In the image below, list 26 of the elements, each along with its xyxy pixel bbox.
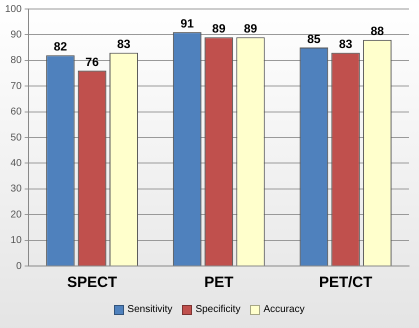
y-tick-label: 50 [10, 132, 22, 144]
data-label: 88 [370, 24, 384, 38]
data-label: 89 [212, 22, 226, 36]
data-label: 76 [85, 54, 100, 69]
data-label: 82 [54, 40, 68, 54]
data-label: 89 [244, 22, 258, 36]
data-label: 83 [117, 37, 131, 51]
data-label: 83 [338, 37, 353, 51]
legend-label: Accuracy [263, 304, 305, 315]
y-tick-label: 10 [10, 235, 22, 246]
y-tick-label: 100 [4, 4, 22, 15]
y-tick-label: 20 [10, 209, 22, 220]
y-tick-label: 30 [10, 184, 22, 195]
y-tick-label: 0 [16, 260, 22, 272]
y-tick-label: 70 [10, 80, 22, 92]
x-tick-label: SPECT [67, 274, 118, 292]
y-tick-label: 40 [10, 158, 22, 169]
x-tick-label: PET/CT [318, 274, 372, 292]
y-tick-label: 60 [10, 106, 22, 118]
legend-label: Sensitivity [127, 304, 172, 315]
x-tick-label: PET [204, 274, 234, 292]
legend-label: Specificity [195, 304, 240, 315]
data-label: 91 [180, 16, 194, 30]
y-tick-label: 90 [10, 29, 22, 40]
y-tick-label: 80 [10, 55, 22, 66]
data-label: 85 [307, 32, 321, 46]
